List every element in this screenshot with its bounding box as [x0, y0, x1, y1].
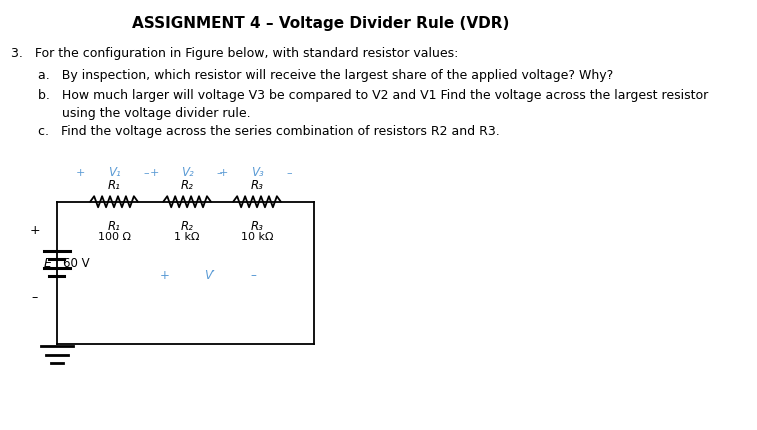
- Text: R₂: R₂: [181, 179, 194, 192]
- Text: –: –: [32, 290, 38, 303]
- Text: R₃: R₃: [251, 219, 263, 232]
- Text: V₂: V₂: [181, 165, 194, 178]
- Text: 60 V: 60 V: [63, 256, 90, 269]
- Text: b.   How much larger will voltage V3 be compared to V2 and V1 Find the voltage a: b. How much larger will voltage V3 be co…: [38, 89, 708, 102]
- Text: c.   Find the voltage across the series combination of resistors R2 and R3.: c. Find the voltage across the series co…: [38, 125, 500, 138]
- Text: R₂: R₂: [181, 219, 194, 232]
- Text: R₃: R₃: [251, 179, 263, 192]
- Text: ASSIGNMENT 4 – Voltage Divider Rule (VDR): ASSIGNMENT 4 – Voltage Divider Rule (VDR…: [132, 15, 509, 31]
- Text: using the voltage divider rule.: using the voltage divider rule.: [38, 107, 251, 120]
- Text: E: E: [44, 256, 51, 269]
- Text: 10 kΩ: 10 kΩ: [241, 231, 273, 241]
- Text: 100 Ω: 100 Ω: [98, 231, 130, 241]
- Text: R₁: R₁: [107, 219, 120, 232]
- Text: +: +: [160, 268, 170, 281]
- Text: +: +: [220, 168, 229, 178]
- Text: 1 kΩ: 1 kΩ: [174, 231, 200, 241]
- Text: +: +: [149, 168, 159, 178]
- Text: –: –: [143, 168, 148, 178]
- Text: V₁: V₁: [107, 165, 120, 178]
- Text: R₁: R₁: [107, 179, 120, 192]
- Text: –: –: [216, 168, 222, 178]
- Text: +: +: [30, 223, 40, 237]
- Text: a.   By inspection, which resistor will receive the largest share of the applied: a. By inspection, which resistor will re…: [38, 68, 613, 82]
- Text: –: –: [251, 268, 257, 281]
- Text: 3.   For the configuration in Figure below, with standard resistor values:: 3. For the configuration in Figure below…: [11, 47, 459, 60]
- Text: +: +: [76, 168, 86, 178]
- Text: V′: V′: [204, 268, 215, 281]
- Text: V₃: V₃: [251, 165, 263, 178]
- Text: –: –: [286, 168, 291, 178]
